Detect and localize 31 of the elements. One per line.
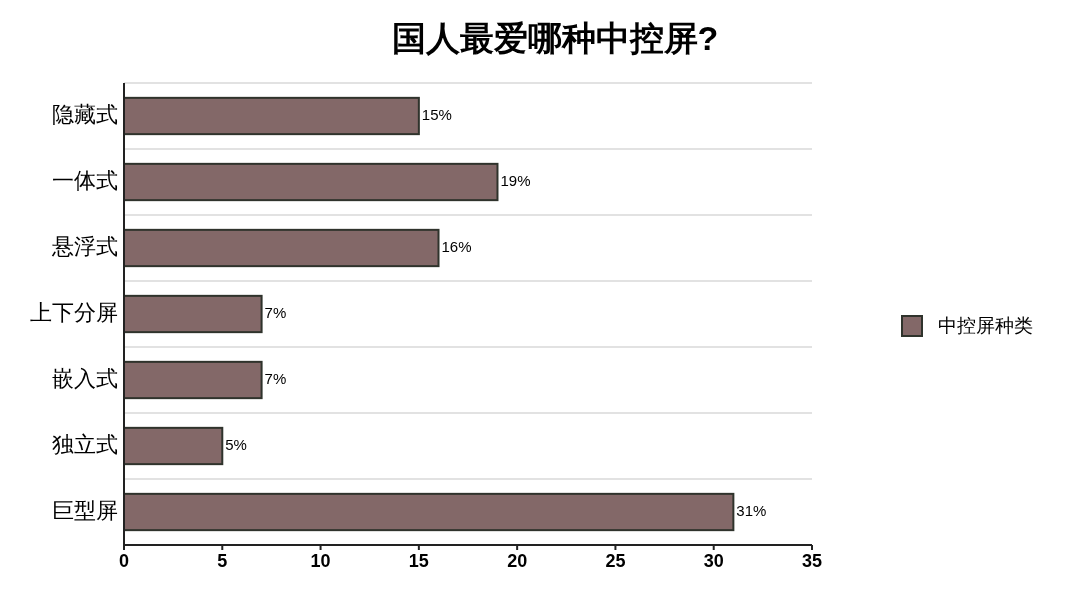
y-tick-label: 悬浮式 [51, 233, 118, 259]
data-label: 31% [736, 501, 767, 519]
bar [123, 492, 735, 532]
y-tick-label: 一体式 [52, 167, 118, 193]
x-tick-label: 10 [310, 551, 331, 571]
y-tick-label: 上下分屏 [30, 299, 118, 325]
x-tick-label: 25 [605, 551, 626, 571]
y-tick-label: 嵌入式 [52, 365, 118, 391]
data-label: 19% [500, 171, 531, 189]
x-tick-label: 20 [507, 551, 528, 571]
y-tick-label: 独立式 [52, 431, 118, 457]
chart-title: 国人最爱哪种中控屏? [391, 19, 719, 57]
legend-label: 中控屏种类 [938, 315, 1033, 337]
bar [123, 426, 224, 466]
x-tick-label: 30 [703, 551, 724, 571]
x-tick-label: 35 [801, 551, 823, 571]
data-label: 7% [264, 369, 287, 387]
data-label: 16% [441, 237, 472, 255]
bar [123, 360, 263, 400]
data-label: 7% [264, 303, 287, 321]
x-tick-label: 5 [217, 551, 228, 571]
x-tick-label: 15 [408, 551, 429, 571]
bar [123, 162, 499, 202]
bar [123, 228, 440, 268]
bar [123, 294, 263, 334]
x-tick-label: 0 [118, 551, 130, 571]
bar [123, 96, 420, 136]
y-tick-label: 巨型屏 [52, 497, 118, 523]
y-tick-label: 隐藏式 [52, 101, 118, 127]
data-label: 5% [225, 435, 247, 453]
data-label: 15% [421, 105, 452, 123]
